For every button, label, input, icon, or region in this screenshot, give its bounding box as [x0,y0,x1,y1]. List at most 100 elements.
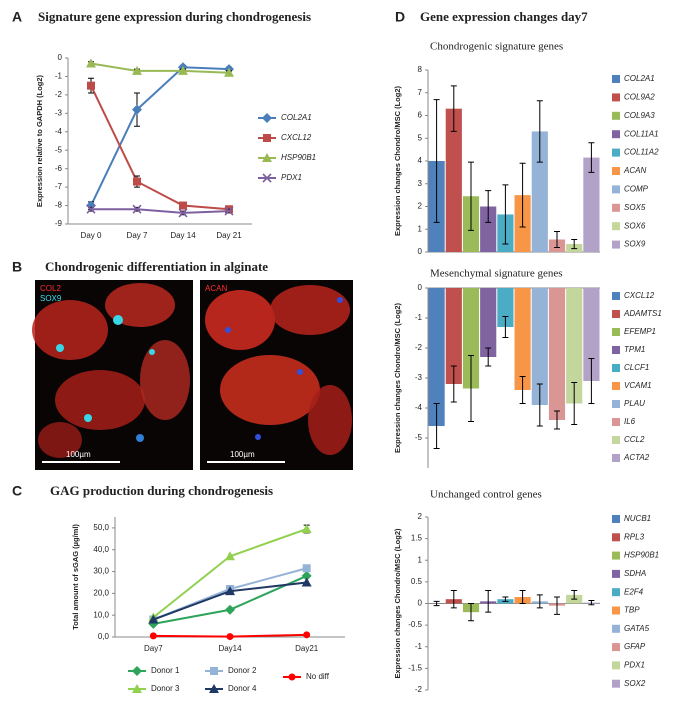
y-tick-label: 10,0 [93,610,109,619]
data-point [301,570,312,581]
legend-swatch [612,364,620,372]
legend-swatch [612,240,620,249]
scale-bar-label: 100µm [230,450,255,459]
legend-label: COL11A2 [624,148,659,157]
legend-swatch [612,643,620,652]
data-point [133,177,141,186]
y-tick-label: -1 [415,642,423,651]
bar [445,108,462,252]
x-tick-label: Day 14 [170,231,196,240]
legend-label: PLAU [624,399,645,408]
legend-label: CXCL12 [281,133,312,142]
x-tick-label: Day 21 [216,231,242,240]
data-point [132,204,142,214]
error-bar [450,365,457,403]
legend-label: CCL2 [624,435,645,444]
bar [548,288,566,420]
bar [480,288,497,357]
legend-label: GATA5 [624,624,650,633]
data-point [179,201,187,210]
data-point [301,524,312,533]
y-tick-label: 0 [418,247,423,256]
data-point [86,58,96,68]
x-tick-label: Day 0 [81,231,102,240]
y-tick-label: -3 [55,108,63,117]
error-bar [519,162,526,228]
legend-label: EFEMP1 [624,327,656,336]
y-tick-label: 40,0 [93,545,109,554]
x-tick-label: Day14 [218,644,242,653]
data-point [225,586,235,596]
bar [531,131,548,252]
data-line [90,85,230,211]
data-point [132,65,142,75]
data-point [149,632,157,640]
legend-swatch [612,533,620,542]
bar [514,288,531,390]
error-bar [450,590,457,609]
legend-marker [288,673,296,681]
y-tick-label: 0 [418,599,423,608]
data-point [225,551,235,561]
legend-label: RPL3 [624,532,645,541]
error-bar [588,599,595,606]
data-point [225,604,235,615]
legend-label: Donor 3 [151,684,180,693]
error-bar [485,190,492,223]
legend-swatch [612,624,620,633]
data-point [303,631,311,639]
legend-swatch [612,222,620,231]
data-line [90,62,230,74]
legend-swatch [612,588,620,597]
chart-title: Signature gene expression during chondro… [38,9,311,24]
legend-swatch [612,167,620,175]
y-tick-label: -6 [55,164,63,173]
bar [480,206,497,252]
y-tick-label: -2 [415,685,423,694]
data-line [91,208,230,214]
y-tick-label: 1 [418,555,423,564]
error-bar [571,238,578,250]
y-tick-label: 2 [418,202,423,211]
x-tick-label: Day7 [144,644,163,653]
data-point [86,204,96,214]
legend-swatch [612,148,620,157]
error-bar [554,596,560,615]
legend-swatch [612,292,620,300]
data-line [152,528,308,619]
error-bar [554,231,560,248]
data-point [86,200,96,211]
panel-label: C [12,483,22,499]
y-tick-label: -5 [55,145,63,154]
error-bar [554,410,560,430]
legend-swatch [612,569,620,578]
y-axis-label: Expression relative to GAPDH (Log2) [35,74,44,207]
error-bar [536,594,543,609]
y-tick-label: -1 [415,313,423,322]
y-tick-label: 0.5 [411,577,423,586]
legend-label: COL9A3 [624,111,655,120]
y-tick-label: 4 [418,156,423,165]
legend-swatch [612,382,620,390]
y-tick-label: -1.5 [408,663,422,672]
y-tick-label: 0 [418,283,423,292]
legend-swatch [612,400,620,408]
y-tick-label: 6 [418,111,423,120]
legend-label: COL2A1 [624,74,655,83]
y-tick-label: -2 [415,343,423,352]
legend-swatch [612,75,620,83]
legend-label: COMP [624,185,649,194]
y-tick-label: -4 [415,403,423,412]
legend-swatch [612,310,620,318]
legend-label: COL11A1 [624,129,659,138]
error-bar [502,316,509,338]
y-tick-label: 3 [418,179,423,188]
legend-label: IL6 [624,417,636,426]
legend-swatch [612,328,620,336]
error-bar [433,600,440,607]
error-bar [433,99,440,223]
y-tick-label: -4 [55,127,63,136]
legend-label: TBP [624,606,640,615]
y-tick-label: -2 [55,90,63,99]
